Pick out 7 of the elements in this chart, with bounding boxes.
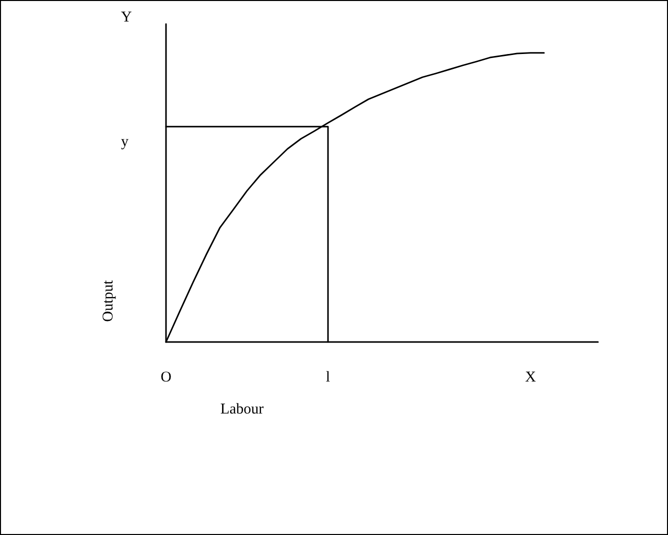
text: Y [121, 10, 132, 26]
text: y [121, 134, 129, 150]
x-tick-label: O [160, 370, 172, 386]
x-axis-title: Labour [220, 402, 264, 418]
x-tick-label: X [525, 370, 536, 386]
y-axis-title: Output [100, 279, 116, 322]
x-tick-label: l [326, 370, 330, 386]
